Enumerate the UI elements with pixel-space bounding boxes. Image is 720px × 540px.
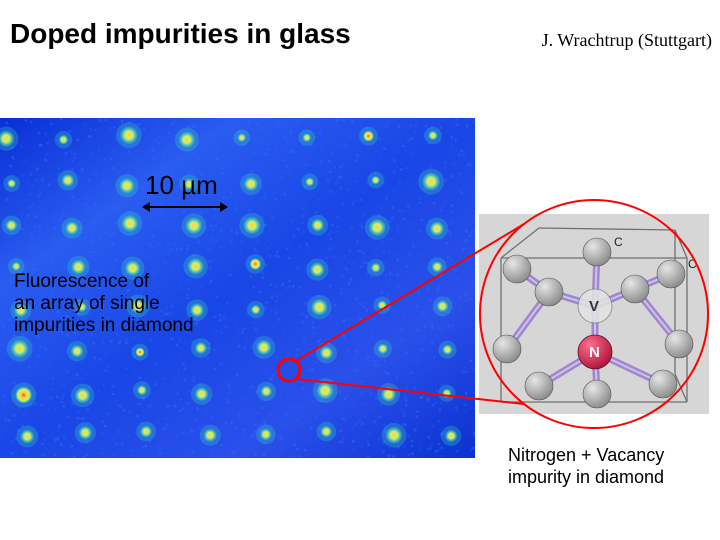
attribution-text: J. Wrachtrup (Stuttgart) xyxy=(542,30,712,51)
svg-text:C: C xyxy=(688,257,697,271)
nv-caption: Nitrogen + Vacancyimpurity in diamond xyxy=(508,445,664,488)
scale-bar xyxy=(148,206,222,208)
scale-bar-label: 10 µm xyxy=(145,170,218,201)
svg-text:N: N xyxy=(589,344,600,361)
page-title: Doped impurities in glass xyxy=(10,18,351,50)
nv-structure-image: C C V N xyxy=(479,214,709,414)
fluorescence-caption: Fluorescence ofan array of singleimpurit… xyxy=(14,271,194,337)
scale-bar-arrow xyxy=(148,206,222,208)
svg-text:C: C xyxy=(614,235,623,249)
svg-text:V: V xyxy=(589,298,599,315)
